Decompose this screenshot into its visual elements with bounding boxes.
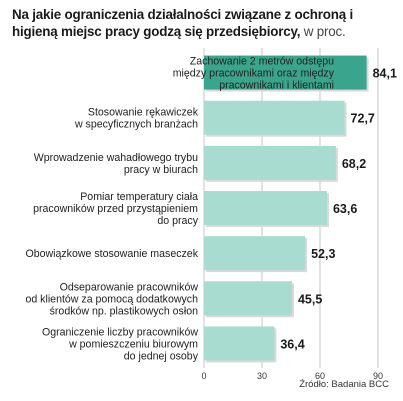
data-label: 84,1 xyxy=(373,67,397,81)
title-text: Na jakie ograniczenia działalności związ… xyxy=(12,7,353,39)
bar xyxy=(204,236,306,271)
bar xyxy=(204,326,275,361)
x-tick-label: 60 xyxy=(315,371,325,381)
bar xyxy=(204,281,292,316)
bar xyxy=(204,100,345,135)
data-label: 36,4 xyxy=(280,337,304,351)
category-label: Wprowadzenie wahadłowego trybu pracy w bi… xyxy=(34,152,198,176)
chart-title: Na jakie ograniczenia działalności związ… xyxy=(12,6,396,40)
category-label: Pomiar temperatury ciała pracowników prze… xyxy=(33,191,199,227)
category-label: Odseparowanie pracowników od klientów za … xyxy=(25,281,198,317)
bar xyxy=(204,191,327,225)
x-tick-label: 90 xyxy=(373,371,383,381)
x-tick-label: 0 xyxy=(201,371,206,381)
data-label: 52,3 xyxy=(311,247,335,261)
data-label: 68,2 xyxy=(342,157,366,171)
bar xyxy=(204,145,336,180)
category-label: Obowiązkowe stosowanie maseczek xyxy=(25,248,198,260)
title-unit: w proc. xyxy=(303,24,346,39)
bar xyxy=(204,55,367,90)
data-label: 72,7 xyxy=(351,112,375,126)
data-label: 45,5 xyxy=(298,292,322,306)
data-label: 63,6 xyxy=(333,202,357,216)
source-note: Źródło: Badania BCC xyxy=(299,379,389,390)
category-label: Stosowanie rękawiczek w specyficznych bra… xyxy=(74,107,199,131)
category-label: Ograniczenie liczby pracowników w pomiesz… xyxy=(42,326,199,362)
x-tick-label: 30 xyxy=(257,371,267,381)
category-label: Zachowanie 2 metrów odstępu między pracow… xyxy=(173,56,335,92)
